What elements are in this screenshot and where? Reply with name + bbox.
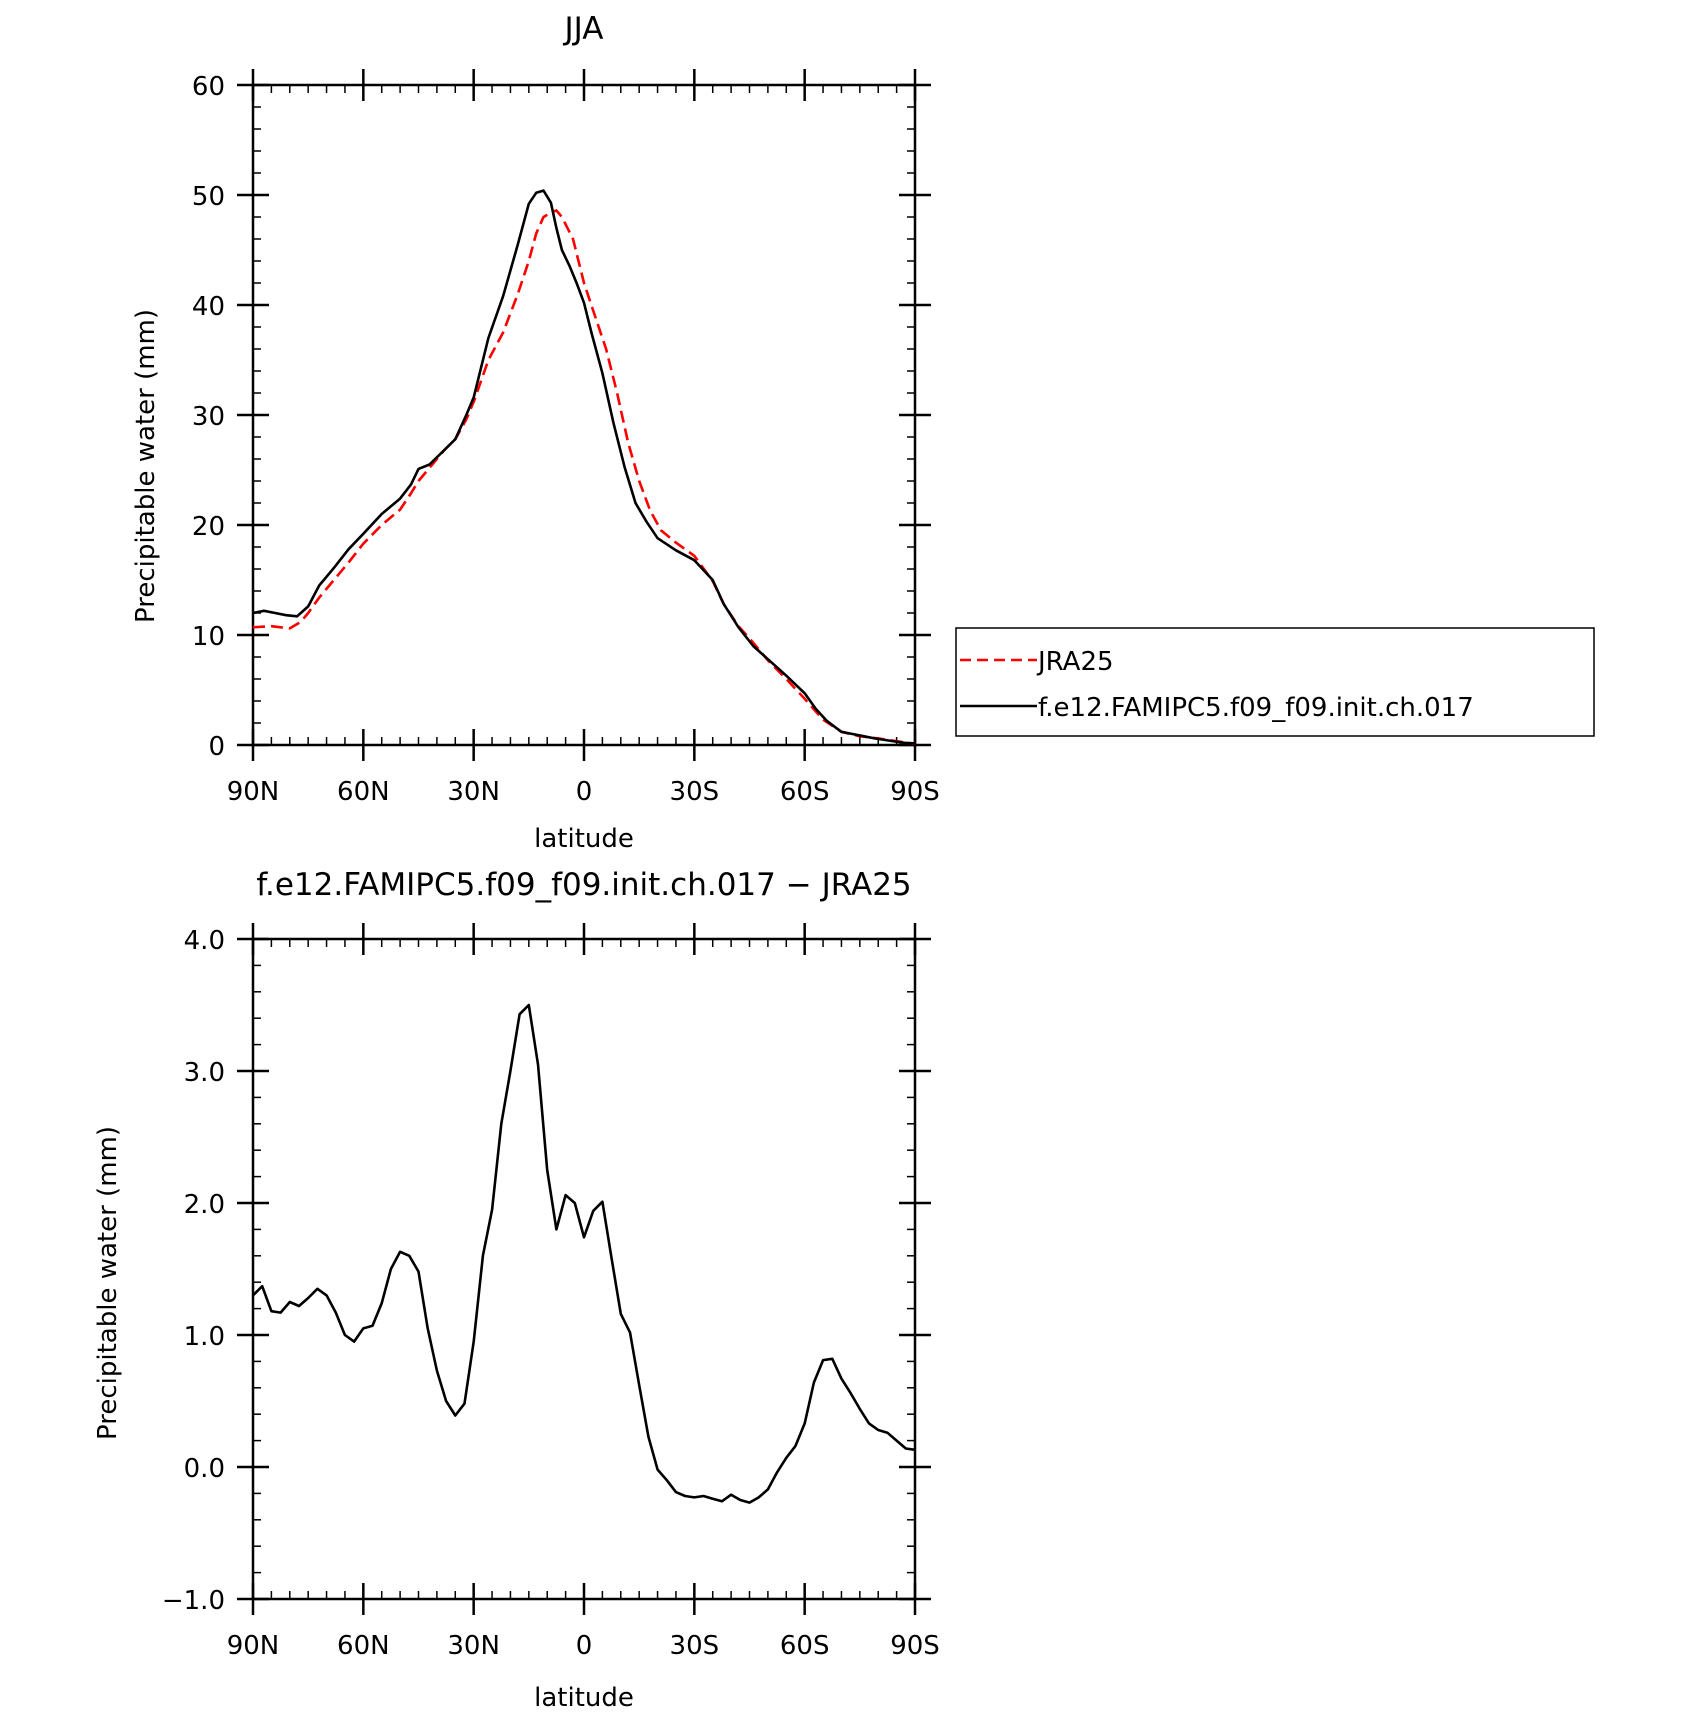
x-tick-label: 30S xyxy=(670,1631,720,1661)
x-tick-label: 30S xyxy=(670,777,720,807)
x-tick-label: 60N xyxy=(337,1631,390,1661)
y-tick-label: 50 xyxy=(192,182,225,212)
plot-frame xyxy=(251,937,917,1601)
y-tick-label: 10 xyxy=(192,622,225,652)
x-tick-label: 30N xyxy=(447,1631,500,1661)
y-tick-label: 30 xyxy=(192,402,225,432)
legend-label-jra25: JRA25 xyxy=(1036,647,1114,677)
series-line-model xyxy=(252,1003,916,1504)
plot-frame xyxy=(251,83,917,747)
top-panel-x-axis-title: latitude xyxy=(534,824,634,854)
y-tick-label: 2.0 xyxy=(184,1190,225,1220)
top-panel-axes: 90N 60N 30N 0 30S 60S 90S 0 10 20 30 40 50 60 xyxy=(192,69,940,807)
x-tick-label: 0 xyxy=(576,777,593,807)
x-tick-label: 60S xyxy=(780,777,830,807)
x-tick-label: 90S xyxy=(890,777,940,807)
legend-label-model: f.e12.FAMIPC5.f09_f09.init.ch.017 xyxy=(1038,693,1474,723)
bottom-panel-axes: 90N 60N 30N 0 30S 60S 90S −1.0 0.0 1.0 2.0 3.0 4.0 xyxy=(162,923,940,1661)
bottom-panel-difference: f.e12.FAMIPC5.f09_f09.init.ch.017 − JRA2… xyxy=(93,867,940,1713)
bottom-panel-x-axis-title: latitude xyxy=(534,1683,634,1713)
x-tick-label: 60N xyxy=(337,777,390,807)
y-tick-label: 1.0 xyxy=(184,1322,225,1352)
top-panel-y-axis-title: Precipitable water (mm) xyxy=(131,309,161,623)
x-tick-label: 90N xyxy=(227,777,280,807)
series-line-jra25 xyxy=(252,209,916,746)
x-tick-label: 90S xyxy=(890,1631,940,1661)
y-tick-label: 3.0 xyxy=(184,1058,225,1088)
legend: JRA25 f.e12.FAMIPC5.f09_f09.init.ch.017 xyxy=(955,627,1595,737)
y-tick-label: 60 xyxy=(192,72,225,102)
y-tick-label: −1.0 xyxy=(162,1586,225,1616)
top-panel-title: JJA xyxy=(563,11,604,47)
bottom-panel-y-axis-title: Precipitable water (mm) xyxy=(93,1126,123,1440)
x-tick-label: 90N xyxy=(227,1631,280,1661)
top-panel-series-group xyxy=(252,189,916,746)
bottom-panel-title: f.e12.FAMIPC5.f09_f09.init.ch.017 − JRA2… xyxy=(256,867,911,903)
y-tick-label: 0.0 xyxy=(184,1454,225,1484)
top-panel-jja: JJA 90N 60N 30N 0 30S 60S 90S 0 10 20 30 40 50 60 lat… xyxy=(131,11,940,854)
y-tick-label: 40 xyxy=(192,292,225,322)
x-tick-label: 0 xyxy=(576,1631,593,1661)
x-tick-label: 60S xyxy=(780,1631,830,1661)
x-tick-label: 30N xyxy=(447,777,500,807)
series-line-model xyxy=(252,189,916,745)
y-tick-label: 4.0 xyxy=(184,926,225,956)
y-tick-label: 0 xyxy=(208,732,225,762)
legend-box xyxy=(955,627,1595,737)
y-tick-label: 20 xyxy=(192,512,225,542)
bottom-panel-series-group xyxy=(252,1003,916,1504)
